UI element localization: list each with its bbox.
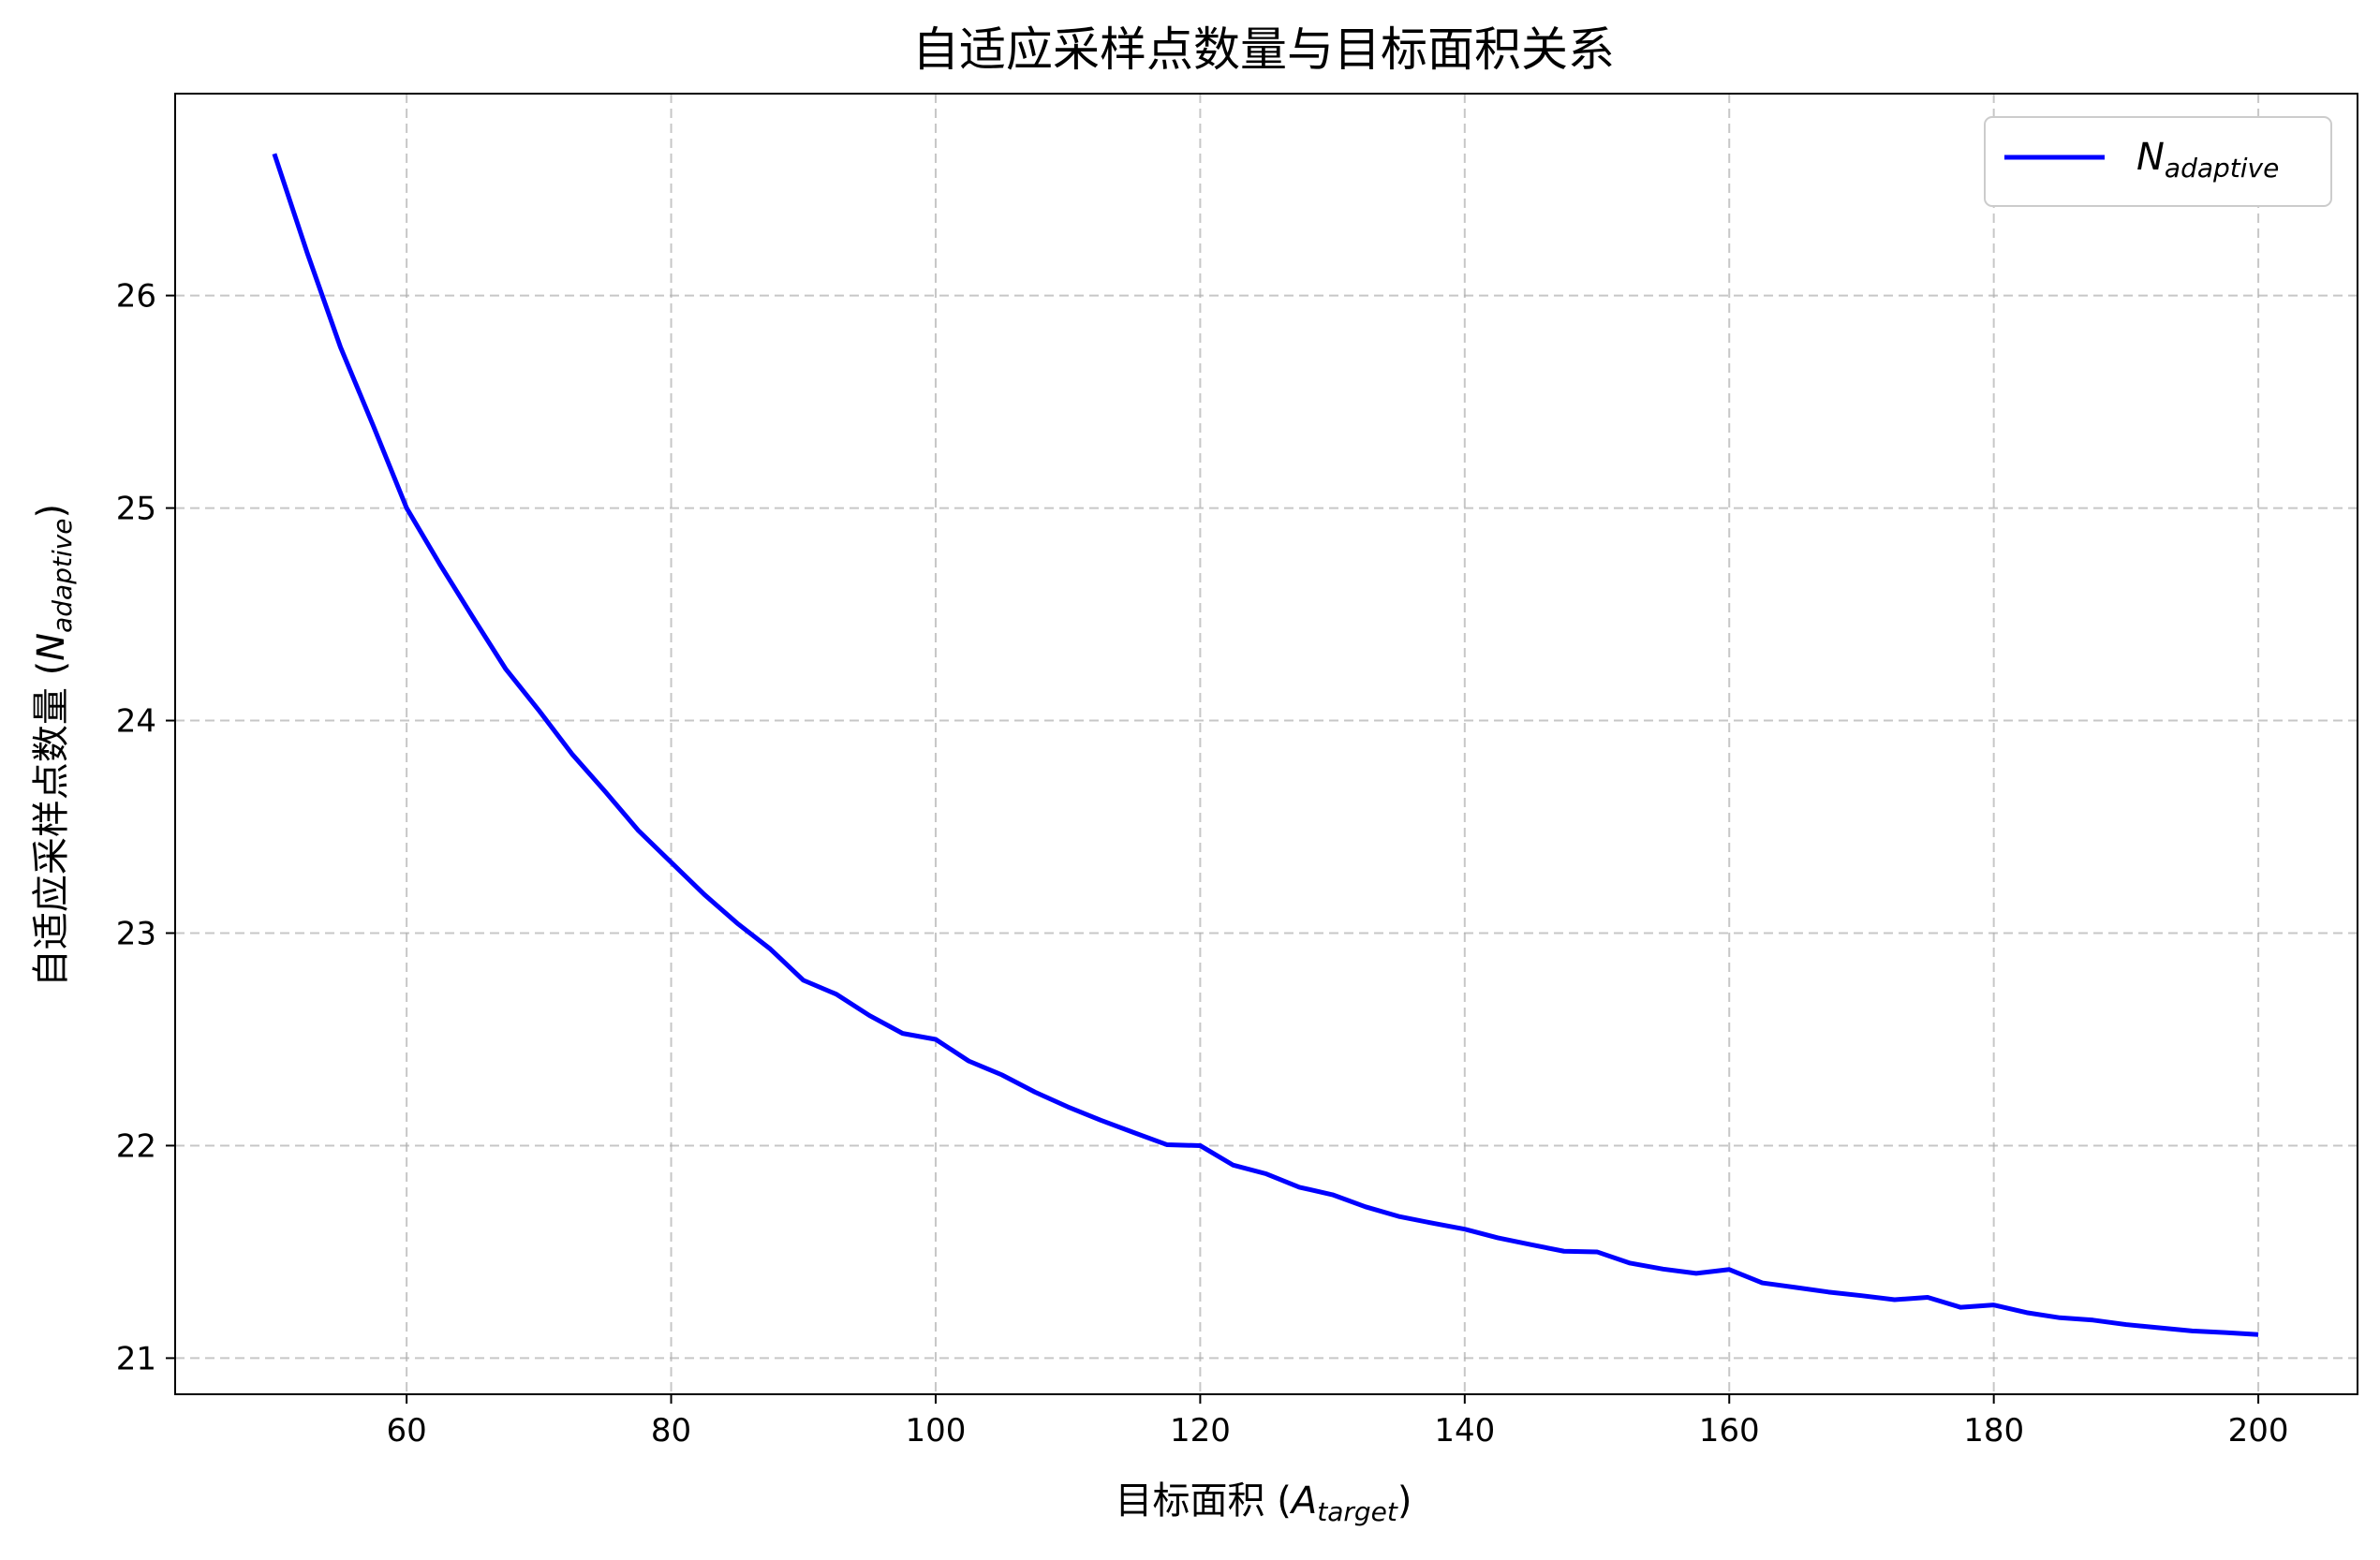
y-axis-label-subscript: adaptive: [47, 518, 78, 632]
plot-frame: [174, 93, 2358, 1395]
x-tick-label: 120: [1170, 1412, 1231, 1450]
x-tick-label: 100: [906, 1412, 967, 1450]
x-tick-label: 200: [2228, 1412, 2289, 1450]
gridlines: [175, 94, 2358, 1394]
plot-area: [272, 153, 2259, 1337]
y-axis-label-symbol: N: [30, 633, 73, 661]
x-axis-label: 目标面积 (Atarget): [1116, 1479, 1412, 1527]
y-tick-label: 24: [116, 703, 156, 741]
x-tick-label: 60: [386, 1412, 426, 1450]
y-tick-label: 22: [116, 1127, 156, 1165]
x-axis-label-subscript: target: [1317, 1496, 1398, 1527]
x-tick-label: 140: [1434, 1412, 1495, 1450]
x-tick-label: 80: [651, 1412, 691, 1450]
legend-symbol: N: [2136, 136, 2165, 179]
legend-label: Nadaptive: [2136, 136, 2279, 184]
legend-subscript: adaptive: [2165, 153, 2279, 184]
y-tick-label: 23: [116, 915, 156, 952]
y-axis-label-main: 自适应采样点数量 (: [30, 661, 73, 987]
series-line-n-adaptive: [272, 153, 2259, 1337]
y-axis-label-suffix: ): [30, 504, 73, 519]
x-axis-label-symbol: A: [1289, 1479, 1317, 1523]
y-tick-label: 25: [116, 491, 156, 528]
legend: Nadaptive: [1984, 116, 2332, 207]
legend-box: [1984, 116, 2332, 207]
x-tick-label: 180: [1963, 1412, 2024, 1450]
y-tick-label: 26: [116, 278, 156, 316]
y-tick-label: 21: [116, 1340, 156, 1377]
x-tick-label: 160: [1699, 1412, 1760, 1450]
chart-title: 自适应采样点数量与目标面积关系: [912, 22, 1615, 77]
axis-ticks: 60 80 100 120 140 160 180 200 21 22 23 24 25 26: [116, 278, 2289, 1450]
x-axis-label-main: 目标面积 (: [1116, 1479, 1292, 1523]
y-axis-label: 自适应采样点数量 (Nadaptive): [30, 504, 78, 987]
x-axis-label-suffix: ): [1397, 1479, 1412, 1523]
